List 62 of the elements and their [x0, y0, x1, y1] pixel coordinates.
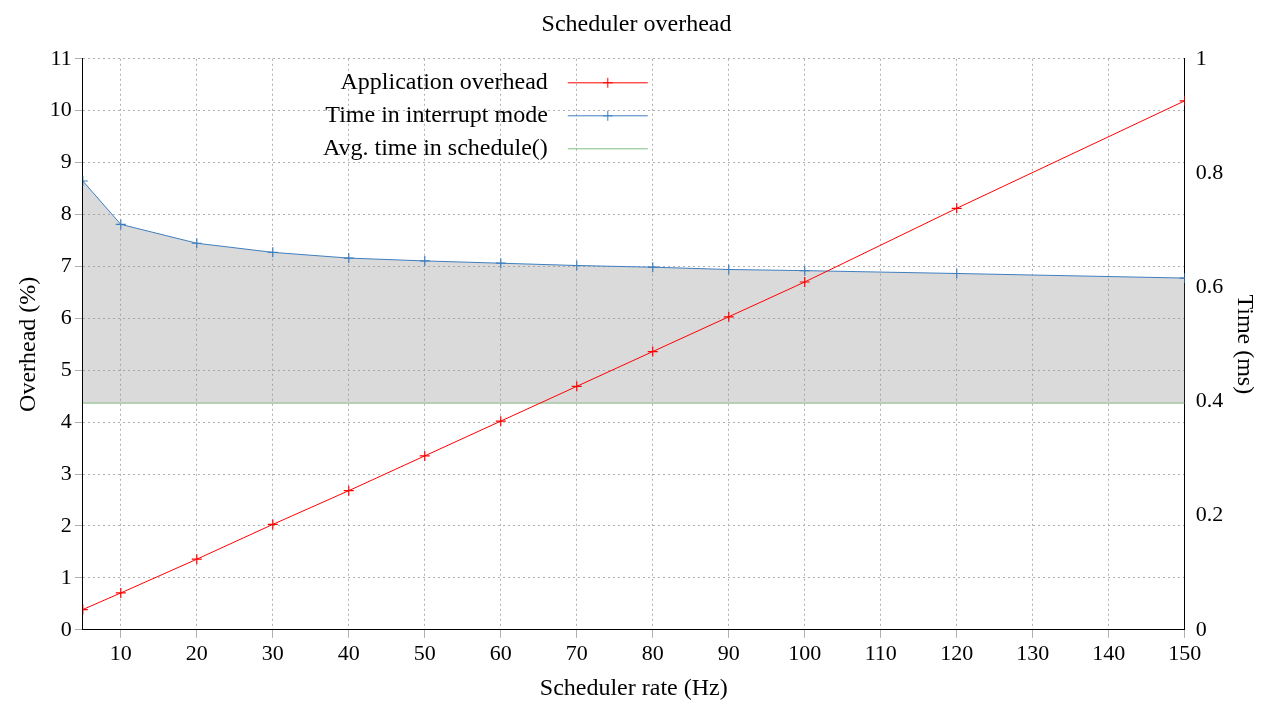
x-tick-label: 90: [717, 639, 740, 665]
point: [799, 276, 811, 288]
x-tick-label: 100: [788, 639, 822, 665]
legend-label: Avg. time in schedule(): [322, 134, 548, 161]
y-tick-label: 2: [60, 511, 72, 537]
x-tick-label: 150: [1168, 639, 1202, 665]
legend-label: Application overhead: [340, 68, 548, 95]
y2-tick-label: 0.2: [1195, 501, 1224, 527]
point: [191, 553, 203, 565]
y2-tick-label: 0.6: [1195, 272, 1224, 298]
point: [419, 450, 431, 462]
legend-label: Time in interrupt mode: [325, 101, 548, 128]
y-tick-label: 11: [50, 44, 72, 70]
x-tick-label: 20: [185, 639, 208, 665]
x-tick-label: 40: [337, 639, 360, 665]
point: [115, 218, 127, 230]
y2-tick-label: 0.8: [1195, 158, 1224, 184]
x-tick-label: 140: [1092, 639, 1126, 665]
point: [343, 252, 355, 264]
point: [647, 345, 659, 358]
x-tick-label: 10: [109, 639, 132, 665]
y2-tick-label: 0.4: [1195, 387, 1224, 413]
point: [571, 259, 583, 272]
y-tick-label: 4: [60, 407, 72, 433]
x-tick-label: 120: [940, 639, 974, 665]
point: [799, 265, 811, 277]
point: [495, 257, 507, 269]
x-tick-label: 60: [489, 639, 512, 665]
y2-tick-label: 0: [1195, 615, 1207, 641]
point: [723, 263, 735, 276]
x-tick-label: 30: [261, 639, 284, 665]
y2-tick-label: 1: [1195, 44, 1207, 70]
y-tick-label: 10: [49, 96, 72, 122]
x-tick-label: 110: [864, 639, 897, 665]
y-tick-label: 5: [60, 356, 72, 382]
point: [951, 267, 963, 280]
y-tick-label: 1: [60, 563, 72, 589]
chart-title: Scheduler overhead: [541, 9, 732, 36]
y-tick-label: 7: [60, 252, 72, 278]
x-tick-label: 50: [413, 639, 436, 665]
y-tick-label: 0: [60, 615, 72, 641]
point: [571, 380, 583, 392]
y-tick-label: 8: [60, 200, 72, 226]
point: [495, 415, 507, 427]
y-tick-label: 3: [60, 459, 72, 485]
y-tick-label: 9: [60, 148, 72, 174]
point: [419, 255, 431, 267]
point: [723, 311, 735, 323]
point: [267, 246, 279, 258]
x-axis-title: Scheduler rate (Hz): [539, 673, 728, 700]
x-tick-label: 130: [1016, 639, 1050, 665]
point: [267, 518, 279, 531]
point: [951, 202, 963, 214]
y2-axis-title: Time (ms): [1233, 294, 1260, 395]
point: [115, 587, 127, 599]
point: [191, 237, 203, 249]
x-tick-label: 70: [565, 639, 588, 665]
y-tick-label: 6: [60, 304, 72, 330]
y-axis-title: Overhead (%): [13, 276, 40, 412]
point: [343, 485, 355, 497]
x-tick-label: 80: [641, 639, 664, 665]
point: [647, 261, 659, 273]
